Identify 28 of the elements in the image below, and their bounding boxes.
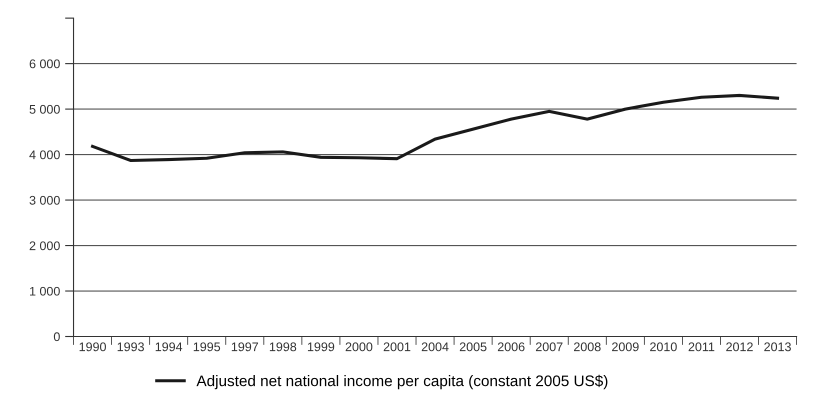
x-tick-label: 1990 <box>80 342 106 352</box>
x-tick-label: 1997 <box>232 342 258 352</box>
x-tick-label: 2000 <box>346 342 372 352</box>
x-tick-label: 2005 <box>460 342 486 352</box>
y-tick-label: 5 000 <box>30 104 60 114</box>
x-tick-label: 1993 <box>118 342 144 352</box>
x-tick-label: 2008 <box>574 342 601 352</box>
x-tick-label: 2006 <box>498 342 525 352</box>
x-tick-label: 2011 <box>688 342 714 352</box>
x-tick-label: 2004 <box>422 342 449 352</box>
x-tick-label: 2012 <box>726 342 753 352</box>
y-tick-label: 4 000 <box>29 150 60 160</box>
x-tick-label: 1994 <box>156 342 182 352</box>
y-tick-label: 3 000 <box>30 196 60 205</box>
x-tick-label: 1999 <box>308 342 334 352</box>
x-tick-label: 1995 <box>194 342 220 352</box>
x-tick-label: 2007 <box>536 342 562 352</box>
x-tick-label: 1998 <box>270 342 296 352</box>
x-tick-label: 2013 <box>764 342 791 352</box>
line-series <box>91 94 780 162</box>
x-tick-label: 2001 <box>384 342 410 352</box>
y-tick-label: 6 000 <box>30 59 60 68</box>
x-tick-label: 2010 <box>650 342 677 352</box>
y-tick-label: 2 000 <box>30 241 60 250</box>
y-tick-label: 1 000 <box>30 286 60 296</box>
x-tick-label: 2009 <box>612 342 639 352</box>
y-tick-label: 0 <box>54 332 60 342</box>
legend-label: Adjusted net national income per capita (constant 2005 US$) <box>196 374 608 390</box>
